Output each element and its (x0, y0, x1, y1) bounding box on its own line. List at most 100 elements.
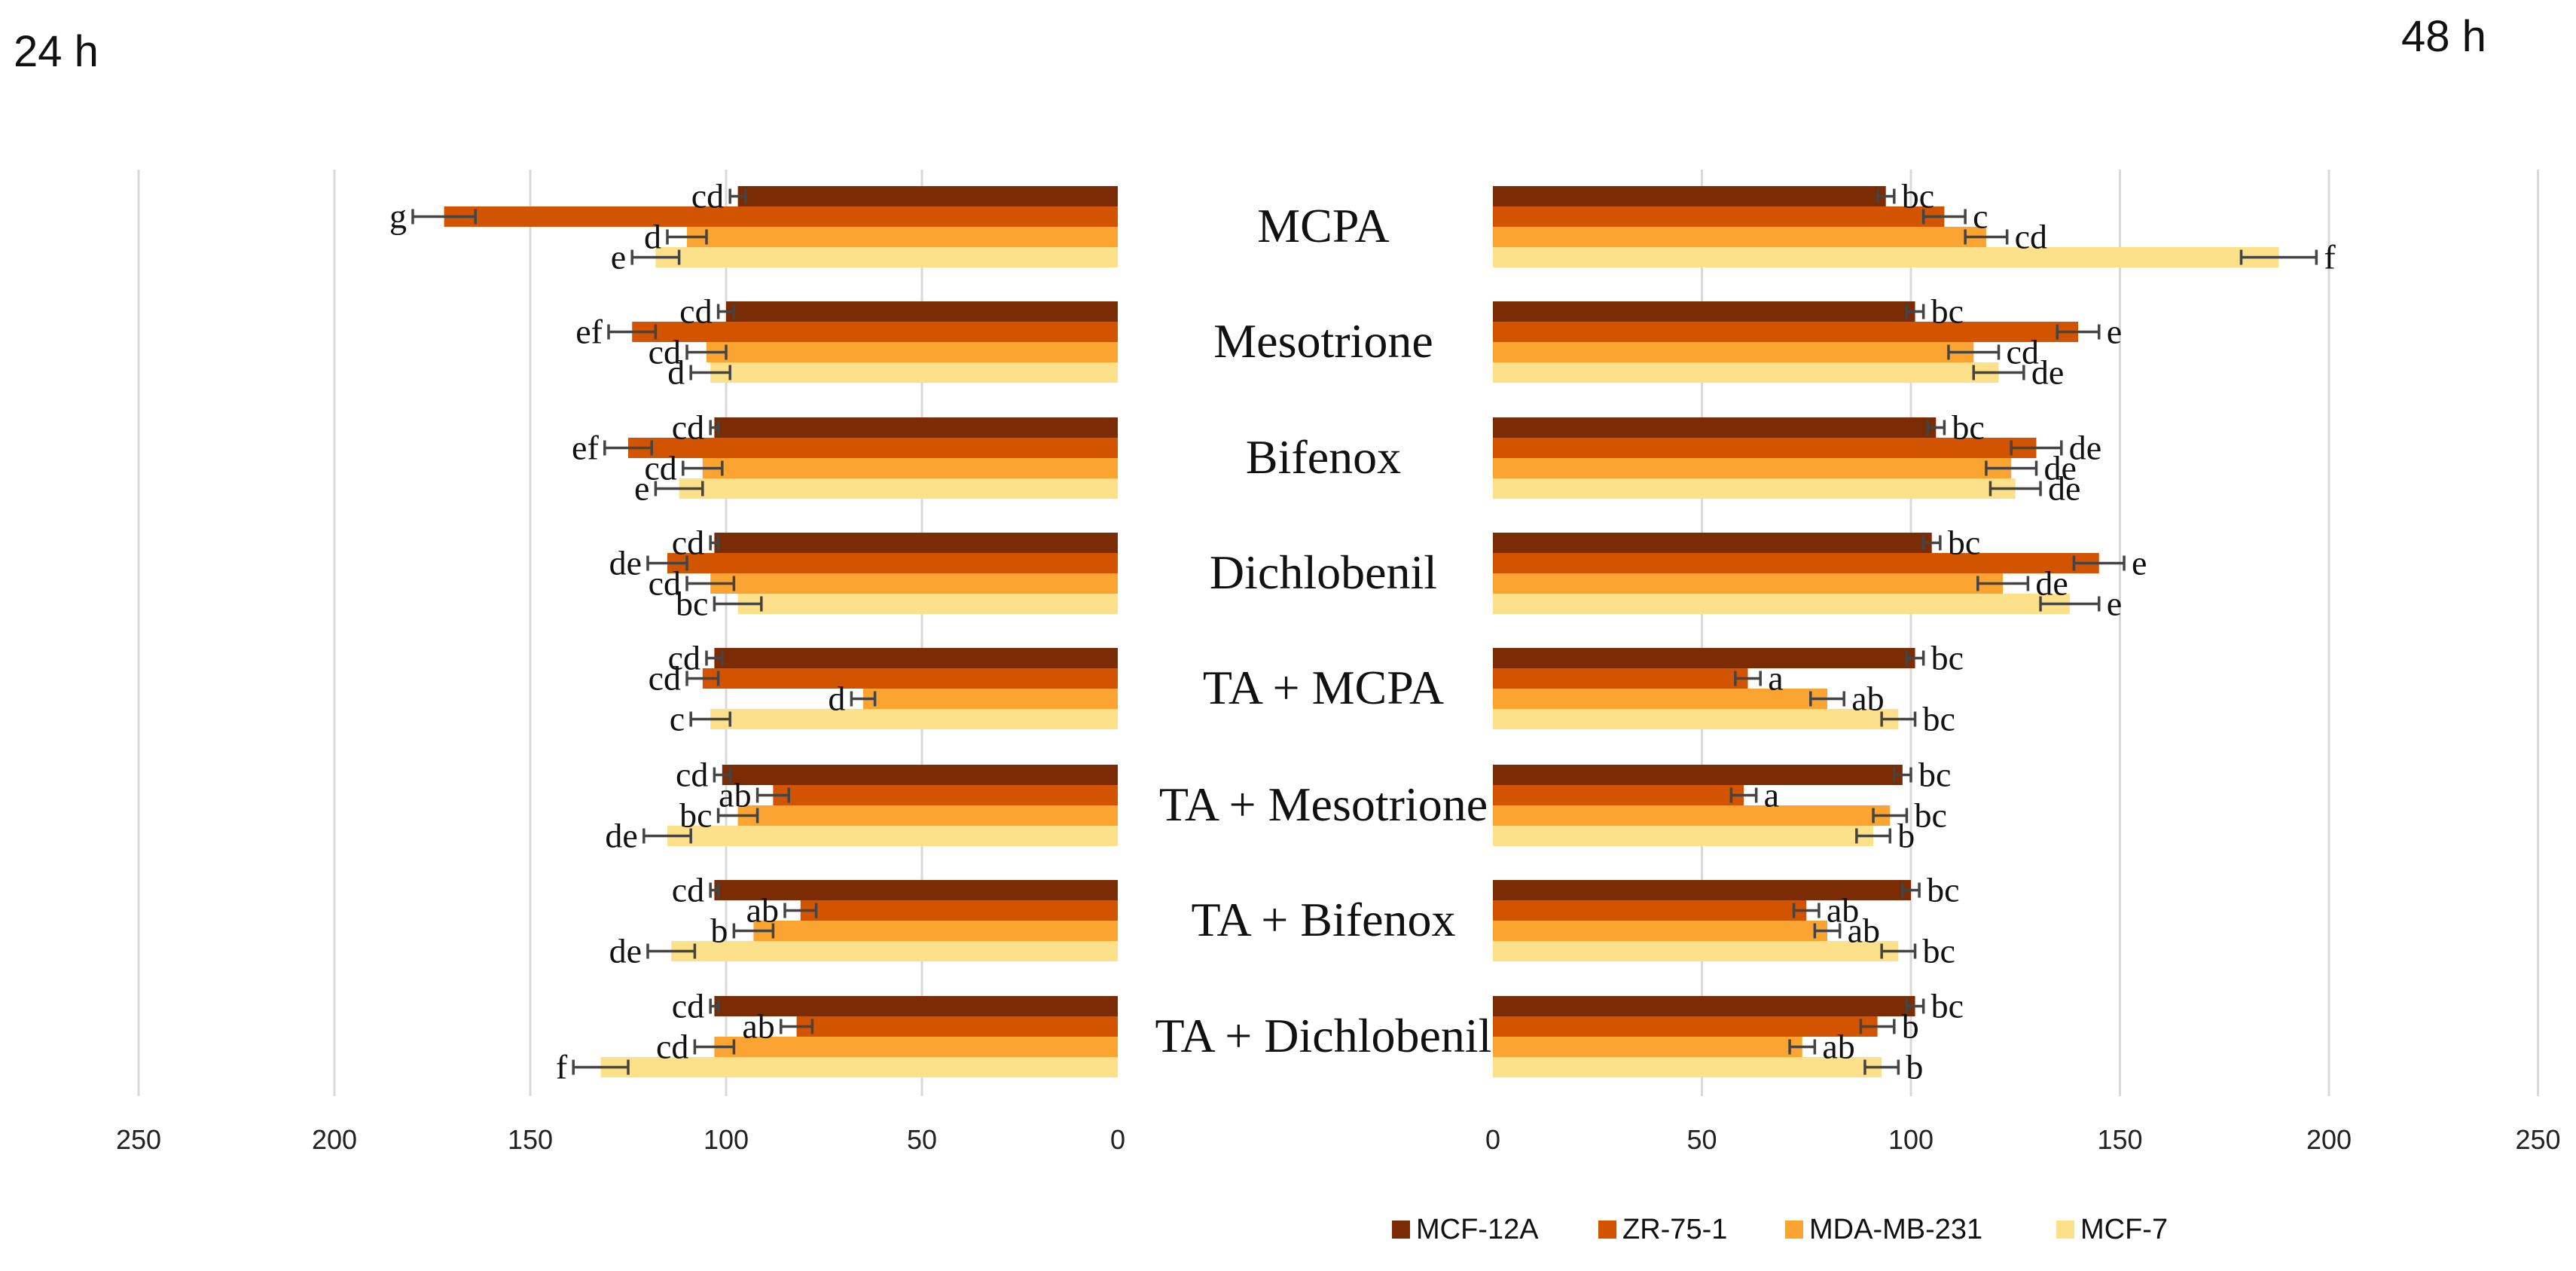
sig-label-48h-ta-dichlobenil-mcf-12a: bc (1931, 987, 1964, 1025)
legend-swatch-mcf-7 (2056, 1221, 2074, 1239)
legend-label-mcf-12a: MCF-12A (1416, 1214, 1539, 1245)
bar-24h-ta-mesotrione-mda-mb-231 (737, 805, 1118, 826)
sig-label-48h-ta-mcpa-mcf-12a: bc (1931, 639, 1964, 677)
tick-label-48h-250: 250 (2515, 1124, 2560, 1155)
legend-swatch-mcf-12a (1392, 1221, 1410, 1239)
bar-24h-ta-bifenox-mda-mb-231 (753, 921, 1118, 941)
sig-label-24h-ta-dichlobenil-mda-mb-231: cd (656, 1028, 688, 1066)
bar-24h-ta-bifenox-mcf-12a (714, 880, 1118, 900)
legend: MCF-12A ZR-75-1 MDA-MB-231 MCF-7 (1392, 1214, 2168, 1245)
sig-label-48h-ta-mesotrione-zr-75-1: a (1764, 776, 1779, 814)
legend-label-mda-mb-231: MDA-MB-231 (1809, 1214, 1982, 1245)
bar-24h-mesotrione-mda-mb-231 (707, 342, 1118, 362)
sig-label-24h-ta-mcpa-mcf-7: c (670, 700, 685, 738)
sig-label-48h-mesotrione-zr-75-1: e (2107, 313, 2122, 351)
bar-48h-ta-mesotrione-mcf-7 (1493, 826, 1874, 846)
bar-24h-mesotrione-mcf-12a (726, 301, 1118, 322)
sig-label-24h-ta-mcpa-zr-75-1: cd (649, 659, 681, 698)
sig-label-24h-ta-dichlobenil-mcf-12a: cd (672, 987, 704, 1025)
category-label-dichlobenil: Dichlobenil (1210, 545, 1437, 599)
axis-ticks: 250 200 150 100 50 0 0 50 100 150 200 250 (116, 1124, 2561, 1155)
sig-label-24h-bifenox-mcf-7: e (634, 469, 649, 508)
bar-24h-bifenox-mda-mb-231 (702, 458, 1118, 478)
bar-48h-ta-bifenox-mcf-7 (1493, 941, 1899, 961)
bar-24h-ta-dichlobenil-mcf-7 (600, 1057, 1118, 1077)
bar-48h-ta-mcpa-mda-mb-231 (1493, 689, 1827, 709)
sig-label-48h-ta-dichlobenil-mcf-7: b (1906, 1048, 1923, 1086)
bar-48h-ta-mesotrione-zr-75-1 (1493, 785, 1744, 805)
bar-48h-mcpa-mcf-12a (1493, 186, 1886, 206)
bar-48h-ta-dichlobenil-mda-mb-231 (1493, 1037, 1802, 1057)
category-label-ta-mcpa: TA + MCPA (1203, 661, 1444, 714)
sig-label-48h-mesotrione-mcf-12a: bc (1931, 292, 1964, 331)
sig-label-48h-mcpa-zr-75-1: c (1973, 197, 1988, 236)
bar-48h-mcpa-mda-mb-231 (1493, 227, 1986, 247)
bar-48h-bifenox-zr-75-1 (1493, 438, 2037, 458)
category-label-mcpa: MCPA (1257, 199, 1390, 252)
panel-title-48h: 48 h (2401, 12, 2486, 61)
sig-label-48h-ta-mcpa-mcf-7: bc (1923, 700, 1955, 738)
bar-24h-dichlobenil-zr-75-1 (667, 553, 1118, 573)
sig-label-24h-ta-dichlobenil-zr-75-1: ab (742, 1007, 774, 1046)
sig-label-24h-bifenox-mda-mb-231: cd (644, 449, 676, 487)
bar-48h-dichlobenil-mda-mb-231 (1493, 573, 2004, 594)
bar-24h-bifenox-mcf-7 (679, 478, 1118, 499)
category-labels: cdgdeMCPAcdefcddMesotrionecdefcdeBifenox… (389, 177, 2336, 1086)
sig-label-48h-mesotrione-mda-mb-231: cd (2007, 333, 2039, 371)
tick-label-48h-100: 100 (1888, 1124, 1934, 1155)
bar-24h-ta-mcpa-mcf-7 (710, 709, 1118, 729)
tick-label-24h-50: 50 (907, 1124, 937, 1155)
bar-24h-bifenox-mcf-12a (714, 417, 1118, 438)
sig-label-24h-ta-mesotrione-mcf-7: de (605, 817, 637, 855)
gridlines (137, 170, 2539, 1096)
sig-label-48h-dichlobenil-mcf-7: e (2107, 585, 2122, 623)
sig-label-48h-ta-bifenox-mcf-12a: bc (1927, 871, 1959, 909)
bar-24h-mesotrione-zr-75-1 (632, 322, 1118, 342)
sig-label-48h-dichlobenil-zr-75-1: e (2132, 544, 2147, 582)
sig-label-24h-mesotrione-mda-mb-231: cd (649, 333, 681, 371)
bar-24h-ta-mcpa-zr-75-1 (702, 668, 1118, 689)
sig-label-24h-dichlobenil-mcf-7: bc (676, 585, 708, 623)
sig-label-24h-bifenox-mcf-12a: cd (672, 408, 704, 447)
bar-48h-ta-mcpa-mcf-7 (1493, 709, 1899, 729)
tick-label-24h-150: 150 (508, 1124, 553, 1155)
bar-48h-bifenox-mcf-12a (1493, 417, 1937, 438)
category-label-mesotrione: Mesotrione (1213, 314, 1433, 368)
bar-24h-bifenox-zr-75-1 (628, 438, 1118, 458)
sig-label-48h-ta-bifenox-mcf-7: bc (1923, 932, 1955, 970)
sig-label-24h-mesotrione-zr-75-1: ef (575, 313, 603, 351)
legend-swatch-mda-mb-231 (1785, 1221, 1803, 1239)
bar-48h-ta-bifenox-mcf-12a (1493, 880, 1911, 900)
tick-label-48h-150: 150 (2097, 1124, 2142, 1155)
sig-label-48h-mesotrione-mcf-7: de (2031, 353, 2064, 392)
sig-label-48h-bifenox-mda-mb-231: de (2044, 449, 2077, 487)
sig-label-24h-mcpa-zr-75-1: g (389, 197, 407, 236)
bar-24h-mcpa-mcf-7 (655, 247, 1118, 267)
bar-24h-ta-dichlobenil-mda-mb-231 (714, 1037, 1118, 1057)
sig-label-48h-mcpa-mda-mb-231: cd (2015, 218, 2047, 256)
category-label-ta-mesotrione: TA + Mesotrione (1159, 778, 1488, 831)
sig-label-24h-ta-bifenox-mcf-7: de (609, 932, 642, 970)
sig-label-48h-bifenox-zr-75-1: de (2069, 429, 2101, 467)
sig-label-24h-ta-mcpa-mda-mb-231: d (828, 680, 845, 718)
bar-24h-mcpa-zr-75-1 (444, 206, 1118, 227)
bar-24h-ta-mcpa-mcf-12a (714, 648, 1118, 668)
bar-24h-dichlobenil-mcf-7 (737, 594, 1118, 614)
sig-label-48h-mcpa-mcf-12a: bc (1902, 177, 1934, 215)
sig-label-24h-ta-bifenox-mda-mb-231: b (710, 912, 728, 950)
bar-48h-mesotrione-mcf-7 (1493, 362, 1999, 383)
tick-label-24h-100: 100 (704, 1124, 749, 1155)
legend-label-zr-75-1: ZR-75-1 (1622, 1214, 1727, 1245)
sig-label-48h-mcpa-mcf-7: f (2324, 238, 2336, 277)
tick-label-24h-250: 250 (116, 1124, 161, 1155)
sig-label-48h-bifenox-mcf-7: de (2048, 469, 2080, 508)
sig-label-24h-mcpa-mcf-7: e (611, 238, 626, 277)
sig-label-48h-ta-bifenox-zr-75-1: ab (1827, 891, 1859, 930)
bar-24h-mcpa-mcf-12a (737, 186, 1118, 206)
bar-24h-ta-mesotrione-mcf-7 (667, 826, 1118, 846)
sig-label-24h-mesotrione-mcf-12a: cd (679, 292, 712, 331)
sig-label-48h-ta-dichlobenil-zr-75-1: b (1902, 1007, 1919, 1046)
sig-label-48h-ta-mcpa-zr-75-1: a (1768, 659, 1783, 698)
bar-48h-ta-mcpa-mcf-12a (1493, 648, 1915, 668)
tick-label-48h-0: 0 (1485, 1124, 1500, 1155)
